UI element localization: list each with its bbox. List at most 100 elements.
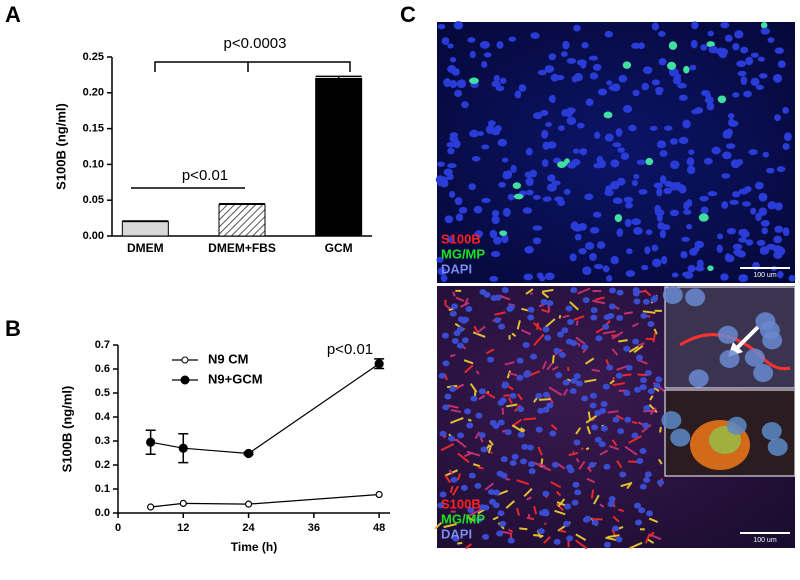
nucleus (570, 388, 577, 394)
nucleus (450, 311, 457, 317)
nucleus (610, 256, 619, 264)
nucleus (601, 401, 608, 407)
nucleus (512, 454, 519, 460)
nucleus (628, 125, 636, 132)
legend-label: N9 CM (208, 351, 248, 366)
nucleus (589, 56, 598, 61)
nucleus (523, 342, 530, 348)
nucleus (515, 90, 522, 98)
nucleus (763, 152, 769, 158)
nucleus (670, 138, 678, 144)
nucleus (494, 317, 501, 323)
legend-marker (181, 376, 189, 384)
nucleus (640, 484, 647, 490)
nucleus (766, 168, 774, 174)
nucleus (447, 148, 454, 155)
nucleus (440, 431, 447, 437)
nucleus (546, 402, 553, 408)
nucleus (581, 344, 588, 350)
nucleus (496, 41, 503, 49)
nucleus (722, 152, 732, 160)
fiber (537, 323, 538, 325)
nucleus (570, 378, 577, 384)
nucleus (546, 300, 553, 306)
nucleus (590, 393, 597, 399)
nucleus (505, 170, 513, 179)
nucleus (482, 505, 489, 511)
nucleus (637, 160, 646, 165)
nucleus (496, 530, 503, 536)
nucleus (738, 237, 746, 242)
significance-bracket (155, 62, 350, 72)
nucleus (651, 295, 658, 301)
nucleus (481, 144, 489, 149)
x-tick-label: 36 (308, 522, 320, 534)
nucleus (623, 61, 631, 69)
nucleus (718, 326, 738, 344)
fiber (618, 340, 627, 341)
nucleus (631, 218, 641, 225)
micrograph (436, 21, 796, 283)
stain-label: DAPI (441, 261, 472, 276)
nucleus (604, 111, 613, 118)
nucleus (603, 384, 610, 390)
nucleus (721, 173, 730, 179)
nucleus (469, 78, 479, 84)
fiber (568, 367, 569, 371)
nucleus (462, 337, 469, 343)
fiber (457, 543, 462, 544)
nucleus (612, 525, 619, 531)
nucleus (558, 125, 565, 131)
nucleus (591, 307, 598, 313)
nucleus (540, 110, 548, 116)
nucleus (687, 165, 696, 174)
nucleus (646, 229, 653, 234)
nucleus (567, 162, 576, 169)
nucleus (457, 343, 464, 349)
nucleus (586, 98, 594, 106)
nucleus (689, 65, 696, 71)
marker (148, 504, 154, 510)
stain-label: S100B (441, 231, 481, 246)
nucleus (652, 246, 658, 251)
nucleus (670, 210, 679, 217)
nucleus (734, 30, 743, 38)
stain-label: DAPI (441, 526, 472, 541)
nucleus (609, 85, 618, 91)
nucleus (592, 520, 599, 526)
nucleus (623, 390, 630, 396)
nucleus (474, 483, 481, 489)
nucleus (590, 72, 598, 79)
nucleus (683, 202, 689, 210)
nucleus (688, 265, 696, 272)
nucleus (647, 321, 654, 327)
nucleus (717, 233, 723, 239)
nucleus (497, 471, 504, 477)
nucleus (705, 96, 714, 104)
nucleus (732, 43, 739, 50)
legend-label: N9+GCM (208, 371, 263, 386)
nucleus (683, 66, 689, 74)
nucleus (593, 64, 602, 71)
fiber (589, 412, 590, 421)
nucleus (461, 485, 468, 491)
nucleus (519, 84, 527, 92)
nucleus (529, 468, 536, 474)
nucleus (581, 42, 588, 48)
nucleus (655, 376, 662, 382)
marker (246, 501, 252, 507)
fiber (523, 418, 535, 419)
nucleus (450, 57, 456, 62)
nucleus (447, 174, 454, 180)
nucleus (757, 240, 766, 246)
x-tick-label: 48 (373, 522, 385, 534)
nucleus (725, 35, 733, 42)
nucleus (549, 53, 557, 60)
nucleus (720, 22, 729, 29)
nucleus (459, 207, 468, 214)
nucleus (699, 196, 708, 202)
nucleus (537, 408, 544, 414)
nucleus (660, 175, 666, 184)
nucleus (517, 358, 524, 364)
nucleus (503, 208, 511, 217)
